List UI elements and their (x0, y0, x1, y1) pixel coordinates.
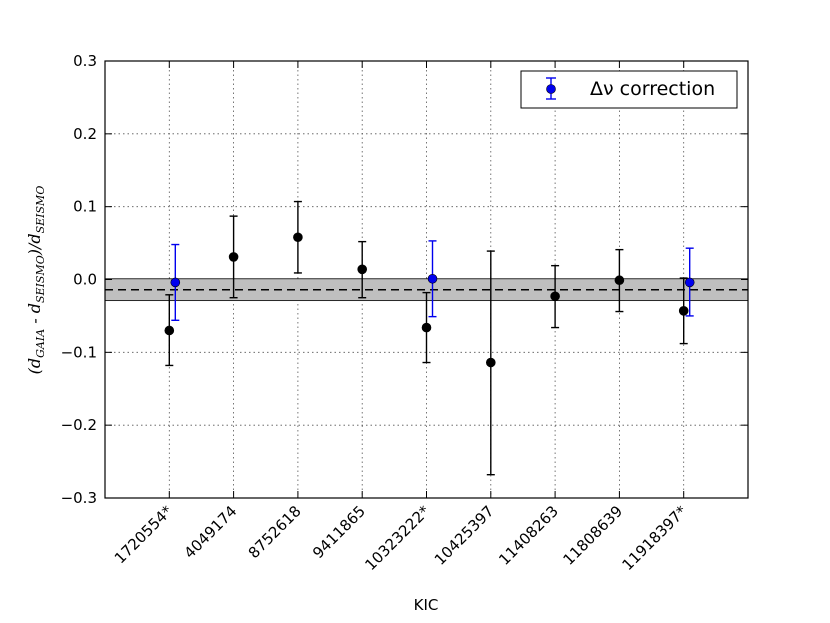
y-tick-label: −0.1 (61, 343, 97, 361)
data-point (421, 322, 432, 333)
legend-marker (546, 84, 556, 94)
y-tick-label: 0.3 (73, 52, 97, 70)
x-tick-label: 10323222* (361, 502, 433, 574)
ylabel-sub: SEISMO (34, 186, 47, 234)
legend-label: Δν correction (590, 78, 715, 100)
ylabel-part: (d (25, 358, 44, 374)
ylabel-part: )/d (25, 233, 44, 256)
x-tick-label: 4049174 (180, 502, 240, 562)
x-axis: 1720554* 4049174 8752618 941186510323222*10… (111, 61, 691, 574)
series (164, 200, 695, 476)
ylabel-sub: SEISMO (34, 255, 47, 303)
x-tick-label: 8752618 (245, 502, 305, 562)
legend: Δν correction (520, 70, 738, 109)
data-point (164, 325, 175, 336)
data-point (357, 264, 368, 275)
ylabel-sub: GAIA (34, 329, 47, 358)
y-tick-label: −0.2 (61, 416, 97, 434)
x-tick-label: 11808639 (560, 502, 627, 569)
x-tick-label: 10425397 (431, 502, 498, 569)
y-axis: 0.3 0.2 0.1 0.0 −0.1 −0.2 −0.3 (61, 52, 748, 507)
y-axis-title: (dGAIA - dSEISMO)/dSEISMO (25, 186, 47, 375)
y-tick-label: 0.0 (73, 271, 97, 289)
x-tick-label: 11408263 (495, 502, 562, 569)
x-tick-label: 1720554* (111, 502, 177, 568)
data-point (427, 273, 438, 284)
x-tick-label: 9411865 (309, 502, 369, 562)
y-tick-label: 0.2 (73, 125, 97, 143)
data-point (684, 277, 695, 288)
ylabel-part: - d (25, 303, 44, 329)
data-point (293, 232, 303, 243)
data-point (485, 357, 496, 368)
data-point (550, 291, 560, 302)
data-point (614, 275, 625, 286)
y-tick-label: −0.3 (61, 489, 97, 507)
legend-box (520, 70, 738, 109)
x-tick-label: 11918397* (619, 502, 691, 574)
data-point (678, 306, 689, 316)
data-point (170, 277, 181, 288)
y-tick-label: 0.1 (73, 198, 97, 216)
x-axis-title: KIC (414, 596, 439, 614)
data-point (228, 252, 239, 262)
